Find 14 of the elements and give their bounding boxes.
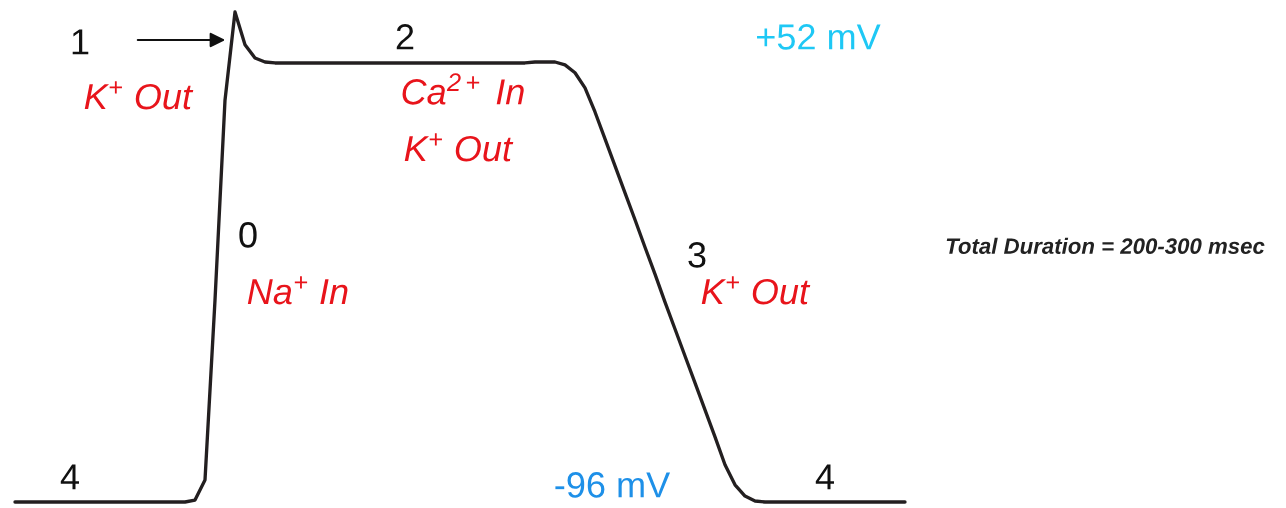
annotation: K$^{+}$ Out <box>84 81 194 110</box>
annotation: 4 <box>815 464 834 490</box>
annotation: K$^{+}$ Out <box>404 133 514 162</box>
annotation: -96 mV <box>555 472 671 498</box>
text: Total Duration = 200-300 msec <box>946 237 1265 254</box>
annotation: 0 <box>239 222 257 248</box>
annotation: 3 <box>688 242 706 268</box>
annotation: K$^{+}$ Out <box>701 276 811 305</box>
annotation: 2 <box>396 24 414 50</box>
annotation: Na$^{+}$ In <box>247 276 348 305</box>
annotation: 1 <box>72 29 89 55</box>
annotation: Ca$^{2+}$ In <box>402 73 524 105</box>
annotation: 4 <box>60 464 79 490</box>
annotation: +52 mV <box>757 24 881 50</box>
